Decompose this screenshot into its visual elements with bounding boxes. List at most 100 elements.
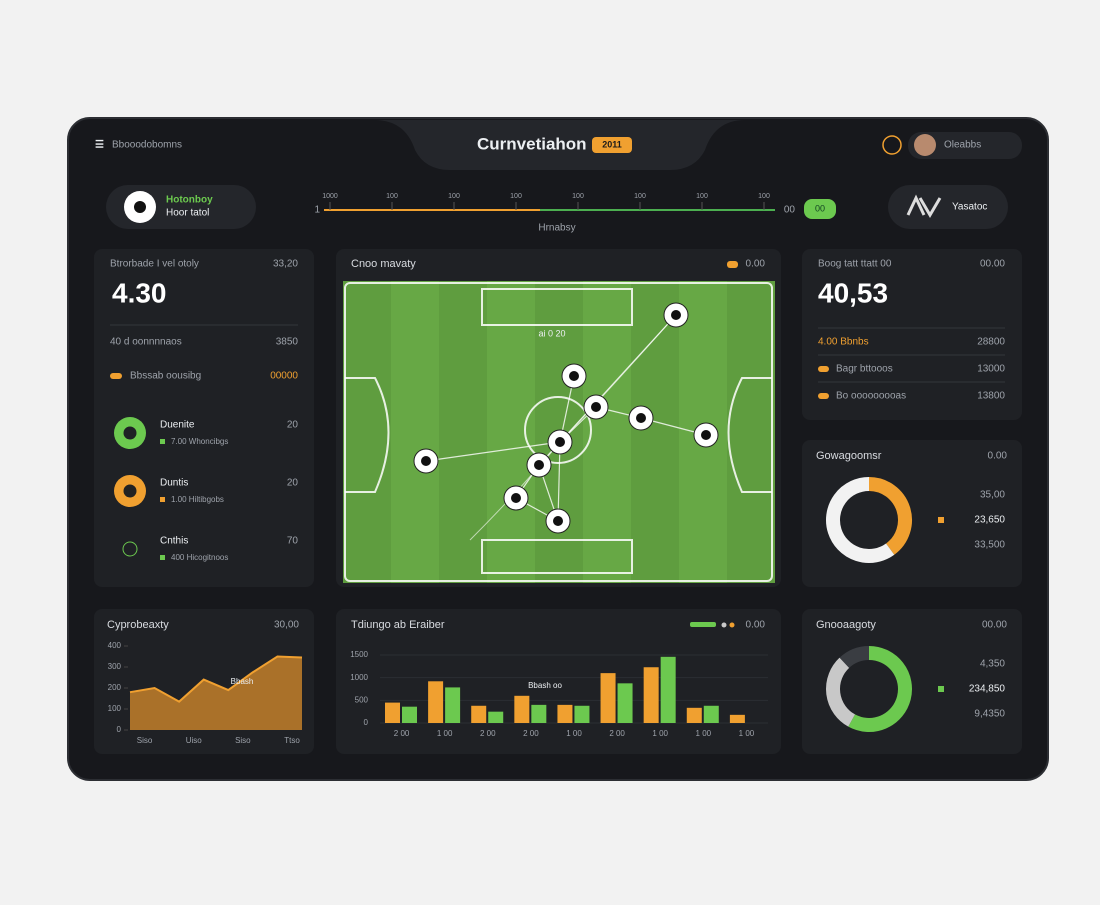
bar	[531, 704, 547, 723]
y-tick-label: 0	[364, 718, 369, 727]
x-tick-label: 1 00	[437, 729, 453, 738]
pitch-stripe	[631, 281, 679, 583]
panel-tag: 33,20	[273, 259, 298, 270]
bar	[643, 667, 659, 723]
center-circle	[524, 396, 592, 464]
chart-title: Gnooaagoty	[816, 619, 876, 631]
y-tick-label: 100	[108, 704, 122, 713]
donut-segment	[868, 477, 912, 555]
y-tick-label: 200	[108, 683, 122, 692]
row-label: 4.00 Bbnbs	[818, 337, 869, 348]
player-detail: 1.00 Hiltibgobs	[171, 495, 224, 504]
legend-dot	[938, 686, 944, 692]
chart-annotation: Bbash oo	[528, 681, 562, 690]
x-tick-label: Ttso	[284, 736, 300, 745]
row-label: 40 d oonnnnaos	[110, 337, 182, 348]
player-icon-inner	[122, 483, 138, 499]
chart-title: Gowagoomsr	[816, 450, 882, 462]
player-ball-patch	[591, 402, 601, 412]
x-tick-label: 2 00	[480, 729, 496, 738]
donut-segment	[839, 646, 870, 669]
x-tick-label: Siso	[235, 736, 251, 745]
bar	[557, 704, 573, 723]
player-value: 20	[287, 478, 299, 489]
user-pill[interactable]	[908, 132, 1022, 159]
x-tick-label: Siso	[137, 736, 153, 745]
row-label: Bbssab oousibg	[130, 371, 201, 382]
side-arcs	[345, 377, 772, 493]
row-label: Bo ooooooooas	[836, 391, 906, 402]
team-ball-patch	[134, 201, 146, 213]
bar	[385, 702, 400, 723]
away-pill[interactable]	[888, 185, 1008, 229]
title-badge-text: 2011	[602, 139, 622, 149]
row-value: 3850	[276, 337, 299, 348]
legend-dot	[938, 517, 944, 523]
row-value: 28800	[977, 337, 1005, 348]
away-name: Yasatoc	[952, 202, 987, 213]
bar	[514, 695, 530, 723]
bar	[617, 683, 633, 723]
bar	[445, 687, 461, 723]
chart-title: Cyprobeaxty	[107, 619, 169, 631]
timeline-start: 1	[314, 205, 320, 216]
bar	[574, 705, 590, 723]
y-tick-label: 1000	[350, 673, 368, 682]
user-name: Oleabbs	[944, 140, 981, 151]
team-subtitle: Hoor tatol	[166, 208, 209, 219]
y-tick-label: 1500	[350, 650, 368, 659]
header-tab	[375, 120, 745, 170]
row-dot	[818, 366, 829, 372]
big-stat: 4.30	[112, 277, 167, 308]
pitch-stripe	[727, 281, 775, 583]
away-icon	[906, 194, 942, 218]
notification-icon[interactable]	[882, 135, 902, 155]
player-value: 70	[287, 536, 299, 547]
player-value: 20	[287, 420, 299, 431]
pitch-legend: 0.00	[746, 259, 766, 270]
chart-tag: 30,00	[274, 620, 299, 631]
pass-line	[557, 441, 561, 522]
chart-legend: 0.00	[746, 620, 766, 631]
pitch-line	[344, 282, 773, 582]
legend-value: 4,350	[980, 659, 1005, 670]
title: Curnvetiahon	[477, 134, 587, 153]
area-line	[129, 655, 303, 703]
big-stat: 40,53	[818, 277, 888, 308]
player-name: Cnthis	[160, 536, 188, 547]
chart-title: Tdiungo ab Eraiber	[351, 619, 445, 631]
bar	[428, 681, 444, 723]
panel-tag: 00.00	[980, 259, 1005, 270]
bar	[660, 656, 676, 723]
timeline-tick-label: 100	[386, 193, 398, 200]
row-dot	[110, 373, 122, 379]
chart-annotation: Bbash	[231, 677, 254, 686]
panel-title: Btrorbade I vel otoly	[110, 259, 199, 270]
donut-segment	[848, 646, 912, 732]
y-tick-label: 400	[108, 641, 122, 650]
player-ball-patch	[511, 493, 521, 503]
player-dot	[160, 555, 165, 560]
x-tick-label: 1 00	[566, 729, 582, 738]
player-icon-inner	[122, 541, 138, 557]
y-tick-label: 300	[108, 662, 122, 671]
bar	[488, 711, 504, 723]
row-value: 13800	[977, 391, 1005, 402]
row-dot	[818, 393, 829, 399]
timeline-badge[interactable]	[804, 199, 836, 219]
row-value: 13000	[977, 364, 1005, 375]
legend-value: 33,500	[974, 540, 1005, 551]
timeline-tick-label: 100	[696, 193, 708, 200]
brand: Bbooodobomns	[112, 140, 182, 151]
area-fill	[130, 656, 302, 730]
timeline-tick-label: 1000	[322, 193, 338, 200]
x-tick-label: 2 00	[394, 729, 410, 738]
legend-value: 234,850	[969, 684, 1006, 695]
x-tick-label: Uiso	[186, 736, 203, 745]
panel-title: Boog tatt ttatt 00	[818, 259, 892, 270]
x-tick-label: 2 00	[523, 729, 539, 738]
timeline-tick-label: 100	[758, 193, 770, 200]
title-badge	[592, 137, 632, 153]
player-name: Duntis	[160, 478, 188, 489]
legend-dot	[721, 622, 727, 628]
